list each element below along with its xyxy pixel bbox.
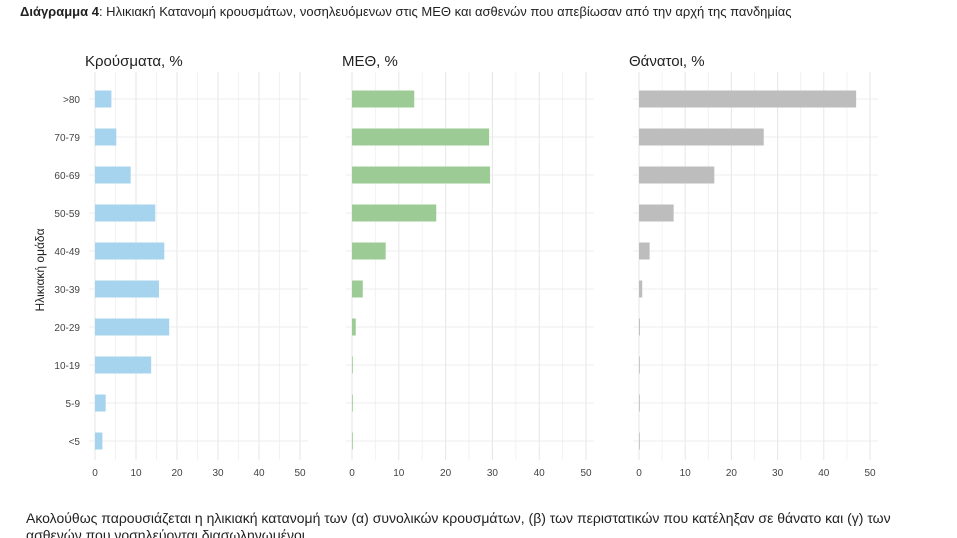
paragraph-line-1: Ακολούθως παρουσιάζεται η ηλικιακή καταν… xyxy=(26,510,891,526)
bar xyxy=(95,166,131,184)
caption-label: Διάγραμμα 4 xyxy=(20,4,99,19)
x-tick-label: 10 xyxy=(130,468,142,479)
bar xyxy=(639,204,674,222)
y-axis-title: Ηλικιακή ομάδα xyxy=(33,228,47,311)
y-tick-label: <5 xyxy=(69,437,81,448)
x-tick-label: 40 xyxy=(534,468,546,479)
age-distribution-chart: Ηλικιακή ομάδα >80 70-79 60-69 50-59 40-49 30-… xyxy=(33,53,878,479)
bar xyxy=(639,128,764,146)
x-tick-label: 50 xyxy=(864,468,876,479)
bar xyxy=(95,318,170,336)
bar xyxy=(639,280,643,298)
bar xyxy=(352,432,353,450)
bar xyxy=(639,90,857,108)
bar xyxy=(352,166,491,184)
bar xyxy=(95,432,103,450)
bar xyxy=(639,356,640,374)
x-tick-label: 20 xyxy=(171,468,183,479)
y-tick-label: 40-49 xyxy=(54,247,80,258)
bar xyxy=(352,318,356,336)
bar xyxy=(95,90,112,108)
bar xyxy=(95,280,159,298)
x-tick-label: 30 xyxy=(212,468,224,479)
bar xyxy=(352,204,437,222)
bar xyxy=(352,90,415,108)
x-tick-label: 0 xyxy=(349,468,355,479)
bar xyxy=(95,128,117,146)
y-tick-label: 5-9 xyxy=(66,399,81,410)
x-tick-label: 10 xyxy=(680,468,692,479)
bar xyxy=(639,242,650,260)
y-tick-label: 30-39 xyxy=(54,285,80,296)
x-tick-label: 50 xyxy=(580,468,592,479)
y-tick-label: 20-29 xyxy=(54,323,80,334)
x-tick-label: 50 xyxy=(294,468,306,479)
bar xyxy=(639,318,640,336)
bar xyxy=(95,204,156,222)
x-tick-label: 10 xyxy=(393,468,405,479)
bar xyxy=(352,128,490,146)
x-tick-label: 20 xyxy=(440,468,452,479)
bar xyxy=(352,394,353,412)
bar xyxy=(352,356,353,374)
bar xyxy=(95,356,152,374)
bar xyxy=(639,394,640,412)
bar xyxy=(95,394,106,412)
bar xyxy=(95,242,165,260)
y-tick-label: 70-79 xyxy=(54,133,80,144)
y-tick-label: 50-59 xyxy=(54,209,80,220)
panel-title: ΜΕΘ, % xyxy=(342,53,398,70)
y-tick-label: 60-69 xyxy=(54,171,80,182)
bar xyxy=(639,432,640,450)
paragraph-line-2: ασθενών που νοσηλεύονται διασωληνωμένοι xyxy=(26,527,305,538)
x-tick-label: 30 xyxy=(487,468,499,479)
panel-title: Θάνατοι, % xyxy=(629,53,705,70)
y-tick-label: >80 xyxy=(63,95,80,106)
bar xyxy=(352,242,386,260)
caption-text: : Ηλικιακή Κατανομή κρουσμάτων, νοσηλευό… xyxy=(98,4,792,19)
x-tick-label: 40 xyxy=(818,468,830,479)
x-tick-label: 20 xyxy=(726,468,738,479)
bar xyxy=(352,280,363,298)
body-paragraph: Ακολούθως παρουσιάζεται η ηλικιακή καταν… xyxy=(26,510,926,538)
x-tick-label: 0 xyxy=(92,468,98,479)
y-tick-label: 10-19 xyxy=(54,361,80,372)
figure-caption: Διάγραμμα 4: Ηλικιακή Κατανομή κρουσμάτω… xyxy=(20,4,792,19)
bar xyxy=(639,166,715,184)
x-tick-label: 40 xyxy=(253,468,265,479)
x-tick-label: 30 xyxy=(772,468,784,479)
x-tick-label: 0 xyxy=(636,468,642,479)
panel-title: Κρούσματα, % xyxy=(85,53,183,70)
